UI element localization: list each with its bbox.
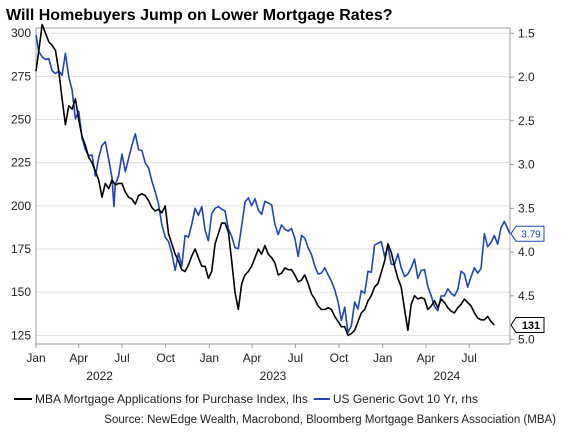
- right-tick-label: 5.0: [518, 333, 535, 347]
- x-tick-label: Jan: [26, 351, 45, 365]
- source-note: Source: NewEdge Wealth, Macrobond, Bloom…: [104, 414, 556, 426]
- left-tick-label: 275: [11, 69, 31, 83]
- x-tick-label: Jan: [200, 351, 219, 365]
- left-tick-label: 175: [11, 242, 31, 256]
- end-label-box: [510, 225, 545, 242]
- chart-title: Will Homebuyers Jump on Lower Mortgage R…: [6, 7, 393, 24]
- x-tick-label: Jul: [288, 351, 303, 365]
- series-line-mba: [35, 23, 495, 337]
- left-tick-label: 125: [11, 328, 31, 342]
- left-tick-label: 300: [11, 26, 31, 40]
- right-axis: 1.5 2.0 2.5 3.0 3.5 4.0 4.5 5.0: [510, 26, 535, 347]
- end-label-10yr: 3.79: [510, 225, 545, 242]
- left-tick-label: 150: [11, 285, 31, 299]
- year-labels: 2022 2023 2024: [86, 369, 460, 383]
- series: [35, 23, 511, 337]
- legend-label-10yr: US Generic Govt 10 Yr, rhs: [333, 392, 478, 406]
- x-tick-label: Apr: [243, 351, 262, 365]
- right-tick-label: 2.0: [518, 70, 535, 84]
- right-tick-label: 3.0: [518, 158, 535, 172]
- left-axis: 125 150 175 200 225 250 275 300: [11, 26, 31, 342]
- x-tick-label: Apr: [69, 351, 88, 365]
- plot-frame: [35, 27, 511, 345]
- x-tick-label: Oct: [156, 351, 175, 365]
- end-label-mba: 131: [510, 317, 545, 334]
- x-tick-label: Apr: [417, 351, 436, 365]
- x-tick-label: Jan: [373, 351, 392, 365]
- year-label: 2022: [86, 369, 113, 383]
- year-label: 2023: [260, 369, 287, 383]
- right-tick-label: 1.5: [518, 26, 535, 40]
- right-tick-label: 2.5: [518, 114, 535, 128]
- gridlines: [36, 32, 510, 336]
- legend: MBA Mortgage Applications for Purchase I…: [14, 392, 478, 406]
- year-label: 2024: [433, 369, 460, 383]
- right-tick-label: 4.5: [518, 289, 535, 303]
- series-line-10yr: [35, 34, 511, 334]
- left-tick-label: 225: [11, 156, 31, 170]
- right-tick-label: 3.5: [518, 201, 535, 215]
- end-label-box: [510, 317, 545, 334]
- x-tick-label: Oct: [330, 351, 349, 365]
- left-tick-label: 200: [11, 199, 31, 213]
- legend-label-mba: MBA Mortgage Applications for Purchase I…: [35, 392, 308, 406]
- right-tick-label: 4.0: [518, 245, 535, 259]
- end-label-value: 131: [522, 320, 540, 332]
- x-tick-label: Jul: [114, 351, 129, 365]
- left-tick-label: 250: [11, 113, 31, 127]
- end-labels: 3.79 131: [510, 225, 545, 334]
- x-tick-label: Jul: [461, 351, 476, 365]
- x-axis: Jan Apr Jul Oct Jan Apr Jul Oct Jan Apr Jul: [26, 344, 477, 365]
- end-label-value: 3.79: [521, 230, 541, 241]
